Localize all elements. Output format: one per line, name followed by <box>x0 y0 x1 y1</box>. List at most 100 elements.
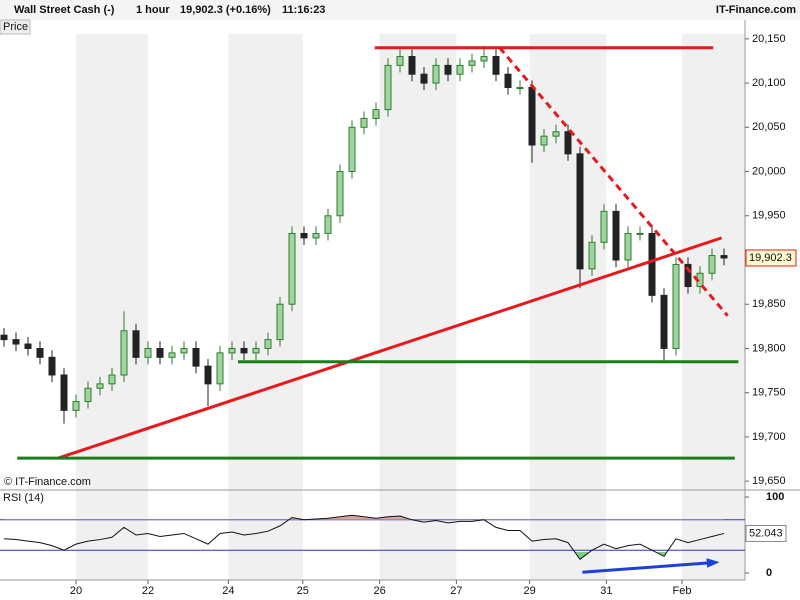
candle-body <box>720 255 728 259</box>
candle-body <box>660 294 668 349</box>
x-tick-label: 22 <box>142 585 154 597</box>
backgrounds <box>76 34 745 580</box>
last-price-label: 19,902.3 <box>749 252 792 264</box>
candle-body <box>192 347 200 367</box>
pane-label: Price <box>3 21 28 33</box>
y-tick-label: 19,700 <box>752 431 786 443</box>
candle-body <box>216 352 224 385</box>
candle-body <box>324 215 332 234</box>
candle-body <box>108 374 116 385</box>
candle-body <box>12 339 20 345</box>
candle-body <box>588 241 596 270</box>
last-price-box <box>745 249 797 267</box>
candle-body <box>564 131 572 155</box>
candle-body <box>252 347 260 354</box>
rsi-last-label: 52.043 <box>749 527 783 539</box>
candle-body <box>120 330 128 376</box>
candle-body <box>84 387 92 403</box>
candle-body <box>516 87 524 89</box>
candle-body <box>396 56 404 66</box>
candle-body <box>36 347 44 358</box>
y-tick-label: 20,050 <box>752 121 786 133</box>
day-band <box>529 490 607 580</box>
day-band <box>379 34 457 490</box>
rsi-last-box <box>745 524 787 542</box>
y-tick-label: 19,750 <box>752 387 786 399</box>
candle-body <box>144 347 152 358</box>
candle-body <box>72 401 80 411</box>
candle-body <box>300 232 308 239</box>
x-tick-label: Feb <box>673 585 692 597</box>
candle-body <box>180 347 188 354</box>
candle-body <box>348 126 356 173</box>
candle-body <box>552 131 560 137</box>
candle-body <box>288 232 296 305</box>
candle-body <box>624 232 632 261</box>
candle-body <box>24 343 32 349</box>
y-tick-label: 19,950 <box>752 210 786 222</box>
rsi-overbought <box>4 515 724 520</box>
candle-body <box>528 87 536 146</box>
candle-body <box>636 232 644 235</box>
candle-body <box>420 73 428 84</box>
x-tick-label: 27 <box>450 585 462 597</box>
day-band <box>228 490 303 580</box>
candle-body <box>312 232 320 239</box>
brand: IT-Finance.com <box>716 4 796 16</box>
candle-body <box>156 347 164 358</box>
candle-body <box>432 64 440 84</box>
candle-body <box>708 255 716 274</box>
x-tick-label: 29 <box>523 585 535 597</box>
candle-body <box>264 339 272 349</box>
y-tick-label: 19,850 <box>752 298 786 310</box>
rsi-trend-arrow <box>582 560 716 574</box>
candle-body <box>96 383 104 389</box>
copyright: © IT-Finance.com <box>4 476 91 488</box>
candle-body <box>600 210 608 243</box>
candle-body <box>456 64 464 75</box>
y-tick-label: 0 <box>766 567 772 579</box>
candle-body <box>684 263 692 288</box>
candle-body <box>372 109 380 119</box>
last-price: 19,902.3 (+0.16%) <box>180 4 271 16</box>
candle-body <box>504 73 512 88</box>
candle-body <box>0 334 8 341</box>
candle-body <box>228 347 236 354</box>
y-tick-label: 20,100 <box>752 77 786 89</box>
day-band <box>379 490 457 580</box>
x-tick-label: 25 <box>297 585 309 597</box>
candle-body <box>648 232 656 296</box>
candle-body <box>48 356 56 376</box>
y-tick-label: 20,000 <box>752 165 786 177</box>
instrument: Wall Street Cash (-) <box>14 4 115 16</box>
candle-body <box>576 153 584 270</box>
candle-body <box>480 56 488 62</box>
day-band <box>76 34 148 490</box>
candle-body <box>540 135 548 146</box>
rsi-label: RSI (14) <box>3 492 44 504</box>
rsi-line <box>3 514 725 561</box>
candle-body <box>444 64 452 75</box>
header-bar <box>0 0 800 20</box>
x-tick-label: 31 <box>600 585 612 597</box>
x-tick-label: 20 <box>70 585 82 597</box>
time: 11:16:23 <box>282 4 325 16</box>
y-tick-label: 19,800 <box>752 342 786 354</box>
y-tick-label: 19,650 <box>752 475 786 487</box>
candle-body <box>132 330 140 358</box>
trend-line <box>498 46 729 317</box>
timeframe: 1 hour <box>136 4 170 16</box>
candle-body <box>408 56 416 75</box>
candle-body <box>168 352 176 358</box>
candle-body <box>240 347 248 354</box>
candle-body <box>336 171 344 217</box>
x-tick-label: 26 <box>373 585 385 597</box>
candle-body <box>468 60 476 66</box>
candle-body <box>60 374 68 411</box>
pane-label-box <box>0 19 31 35</box>
candle-body <box>612 210 620 261</box>
day-band <box>682 490 745 580</box>
trend-line <box>57 236 723 460</box>
y-tick-label: 100 <box>766 491 784 503</box>
y-tick-label: 20,150 <box>752 33 786 45</box>
